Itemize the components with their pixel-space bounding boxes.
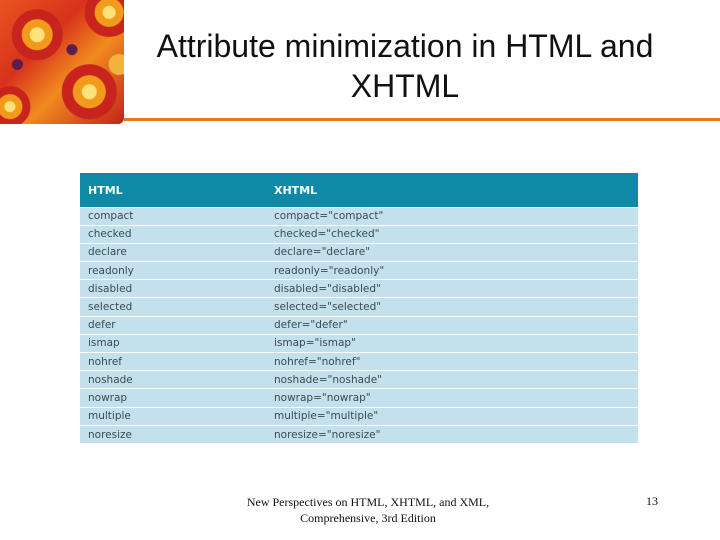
xhtml-cell: readonly="readonly" <box>266 261 638 280</box>
html-cell: ismap <box>80 333 266 353</box>
html-cell: disabled <box>80 279 266 298</box>
table-row: declare declare="declare" <box>80 242 638 262</box>
table-row: checked checked="checked" <box>80 224 638 244</box>
table-row: readonly readonly="readonly" <box>80 261 638 280</box>
table-header-row: HTML XHTML <box>80 173 638 207</box>
table-row: noshade noshade="noshade" <box>80 370 638 389</box>
xhtml-cell: noresize="noresize" <box>266 424 638 444</box>
table-row: multiple multiple="multiple" <box>80 406 638 426</box>
html-cell: noshade <box>80 370 266 389</box>
xhtml-cell: disabled="disabled" <box>266 279 638 298</box>
html-cell: checked <box>80 224 266 244</box>
table-row: selected selected="selected" <box>80 297 638 317</box>
column-header-html: HTML <box>80 173 266 207</box>
title-divider <box>124 118 720 121</box>
html-cell: defer <box>80 315 266 335</box>
xhtml-cell: declare="declare" <box>266 242 638 262</box>
attribute-table: HTML XHTML compact compact="compact" check… <box>80 173 638 444</box>
flower-photo-icon <box>0 0 124 124</box>
table-row: defer defer="defer" <box>80 315 638 335</box>
html-cell: noresize <box>80 424 266 444</box>
slide-title: Attribute minimization in HTML and XHTML <box>156 28 654 104</box>
html-cell: readonly <box>80 261 266 280</box>
xhtml-cell: compact="compact" <box>266 206 638 226</box>
html-cell: compact <box>80 206 266 226</box>
html-cell: multiple <box>80 406 266 426</box>
table-row: nowrap nowrap="nowrap" <box>80 388 638 408</box>
table-body: compact compact="compact" checked checked="… <box>80 206 638 444</box>
xhtml-cell: defer="defer" <box>266 315 638 335</box>
xhtml-cell: multiple="multiple" <box>266 406 638 426</box>
xhtml-cell: selected="selected" <box>266 297 638 317</box>
footer-text: New Perspectives on HTML, XHTML, and XML… <box>246 495 490 525</box>
table-row: noresize noresize="noresize" <box>80 424 638 444</box>
html-cell: selected <box>80 297 266 317</box>
xhtml-cell: noshade="noshade" <box>266 370 638 389</box>
table-row: compact compact="compact" <box>80 206 638 226</box>
xhtml-cell: nowrap="nowrap" <box>266 388 638 408</box>
xhtml-cell: ismap="ismap" <box>266 333 638 353</box>
html-cell: nohref <box>80 351 266 371</box>
xhtml-cell: checked="checked" <box>266 224 638 244</box>
table-row: nohref nohref="nohref" <box>80 351 638 371</box>
column-header-xhtml: XHTML <box>266 173 638 207</box>
xhtml-cell: nohref="nohref" <box>266 351 638 371</box>
table-row: disabled disabled="disabled" <box>80 279 638 298</box>
page-number: 13 <box>646 494 658 508</box>
table-row: ismap ismap="ismap" <box>80 333 638 353</box>
html-cell: declare <box>80 242 266 262</box>
html-cell: nowrap <box>80 388 266 408</box>
